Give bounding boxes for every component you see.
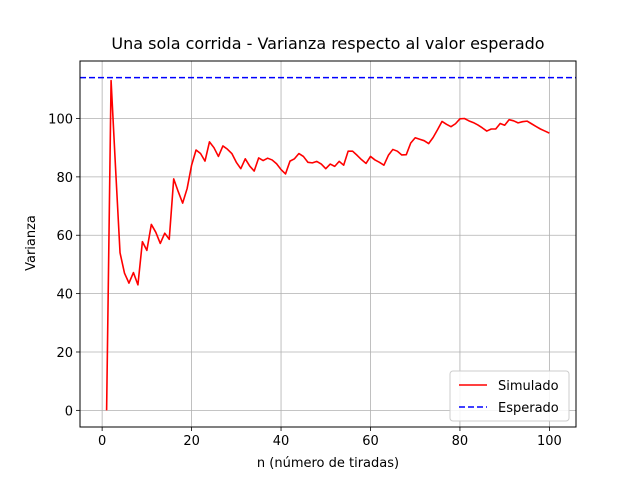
x-tick-label: 80 xyxy=(452,434,469,449)
legend: Simulado Esperado xyxy=(449,370,570,422)
y-tick-label: 100 xyxy=(48,112,73,127)
series-simulado-line xyxy=(105,79,550,411)
legend-label-simulado: Simulado xyxy=(498,379,559,394)
chart-title: Una sola corrida - Varianza respecto al … xyxy=(111,34,544,53)
x-axis-ticks: 0 20 40 60 80 100 xyxy=(98,427,562,449)
y-tick-label: 40 xyxy=(56,288,73,303)
x-tick-label: 100 xyxy=(537,434,562,449)
y-tick-label: 20 xyxy=(56,346,73,361)
plot-frame xyxy=(79,60,577,428)
y-tick-label: 80 xyxy=(56,171,73,186)
y-tick-label: 60 xyxy=(56,229,73,244)
x-tick-label: 0 xyxy=(98,434,106,449)
legend-box xyxy=(449,370,570,422)
y-axis-ticks: 0 20 40 60 80 100 xyxy=(48,112,80,419)
x-tick-label: 40 xyxy=(273,434,290,449)
grid-lines xyxy=(80,61,576,427)
x-tick-label: 60 xyxy=(362,434,379,449)
y-axis-label: Varianza xyxy=(24,215,39,271)
y-tick-label: 0 xyxy=(65,404,73,419)
legend-label-esperado: Esperado xyxy=(498,401,559,416)
x-tick-label: 20 xyxy=(183,434,200,449)
plot-area xyxy=(80,76,576,411)
x-axis-label: n (número de tiradas) xyxy=(257,456,399,471)
